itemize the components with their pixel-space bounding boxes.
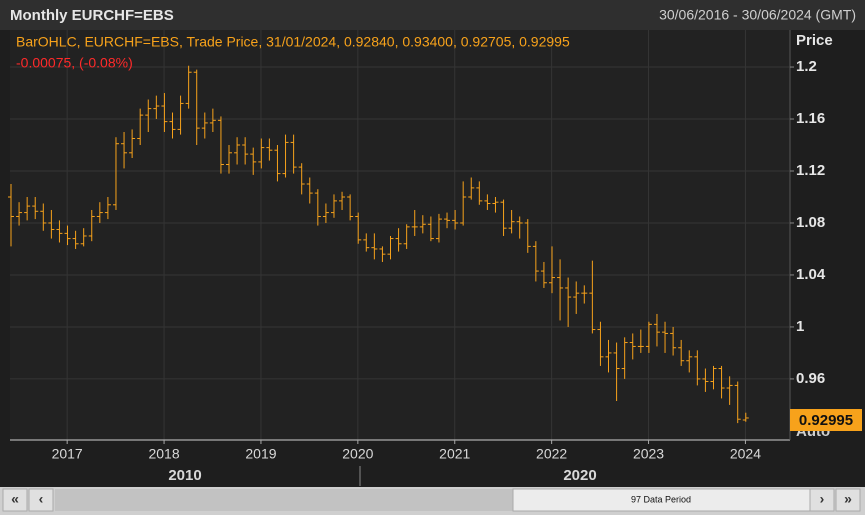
scroll-first-button[interactable] xyxy=(2,488,28,512)
x-tick-label: 2021 xyxy=(439,446,470,462)
scroll-last-icon: » xyxy=(844,491,852,507)
scroll-next-icon: › xyxy=(820,491,825,507)
y-tick-label: 1.08 xyxy=(796,214,825,231)
y-tick-label: 1 xyxy=(796,318,804,335)
last-price-tag xyxy=(790,409,862,431)
y-tick-label: 1.04 xyxy=(796,266,826,283)
grid xyxy=(10,30,790,440)
legend-line: BarOHLC, EURCHF=EBS, Trade Price, 31/01/… xyxy=(16,34,570,50)
y-tick-label: 1.2 xyxy=(796,58,817,75)
header-bar xyxy=(0,0,865,30)
y-axis-title: Price xyxy=(796,32,833,49)
navigator-label: 2010 xyxy=(168,467,201,484)
y-tick-label: 1.16 xyxy=(796,110,825,127)
chart-title: Monthly EURCHF=EBS xyxy=(10,7,174,24)
scroll-first-icon: « xyxy=(11,491,19,507)
scroll-prev-button[interactable] xyxy=(28,488,54,512)
date-range: 30/06/2016 - 30/06/2024 (GMT) xyxy=(659,7,856,23)
navigator-label: 2020 xyxy=(563,467,596,484)
x-tick-label: 2022 xyxy=(536,446,567,462)
scroll-next-button[interactable] xyxy=(809,488,835,512)
x-tick-label: 2020 xyxy=(342,446,373,462)
scroll-last-button[interactable] xyxy=(835,488,861,512)
x-tick-label: 2018 xyxy=(148,446,179,462)
scroll-prev-icon: ‹ xyxy=(39,491,44,507)
ohlc-bars xyxy=(8,65,749,424)
data-period: 97 Data Period xyxy=(631,494,691,504)
y-tick-label: 1.12 xyxy=(796,162,825,179)
plot-area xyxy=(10,30,790,440)
change-line: -0.00075, (-0.08%) xyxy=(16,55,133,71)
x-tick-label: 2024 xyxy=(730,446,761,462)
scroll-track[interactable] xyxy=(55,489,513,511)
x-tick-label: 2019 xyxy=(245,446,276,462)
last-price-label: 0.92995 xyxy=(799,412,853,429)
x-tick-label: 2023 xyxy=(633,446,664,462)
x-tick-label: 2017 xyxy=(52,446,83,462)
navigator xyxy=(0,441,865,487)
y-tick-label: 0.96 xyxy=(796,370,825,387)
